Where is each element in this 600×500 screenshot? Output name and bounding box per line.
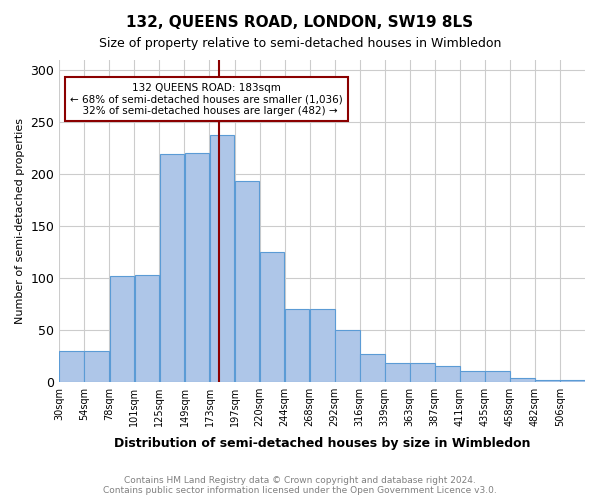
Bar xyxy=(310,309,335,382)
Text: 132 QUEENS ROAD: 183sqm
← 68% of semi-detached houses are smaller (1,036)
  32% : 132 QUEENS ROAD: 183sqm ← 68% of semi-de… xyxy=(70,82,343,116)
Bar xyxy=(185,154,209,382)
Text: 132, QUEENS ROAD, LONDON, SW19 8LS: 132, QUEENS ROAD, LONDON, SW19 8LS xyxy=(127,15,473,30)
Bar xyxy=(285,309,310,382)
Bar xyxy=(460,372,485,382)
Text: Contains HM Land Registry data © Crown copyright and database right 2024.
Contai: Contains HM Land Registry data © Crown c… xyxy=(103,476,497,495)
Bar xyxy=(235,182,259,382)
Bar xyxy=(485,372,510,382)
Bar xyxy=(435,366,460,382)
Y-axis label: Number of semi-detached properties: Number of semi-detached properties xyxy=(15,118,25,324)
Bar xyxy=(360,354,385,382)
Text: Size of property relative to semi-detached houses in Wimbledon: Size of property relative to semi-detach… xyxy=(99,38,501,51)
Bar xyxy=(209,134,235,382)
Bar xyxy=(110,276,134,382)
Bar xyxy=(260,252,284,382)
Bar xyxy=(335,330,359,382)
Bar xyxy=(410,363,434,382)
Bar xyxy=(59,350,84,382)
Bar xyxy=(134,275,159,382)
Bar xyxy=(160,154,184,382)
X-axis label: Distribution of semi-detached houses by size in Wimbledon: Distribution of semi-detached houses by … xyxy=(114,437,530,450)
Bar xyxy=(560,380,585,382)
Bar xyxy=(510,378,535,382)
Bar xyxy=(385,363,410,382)
Bar xyxy=(535,380,560,382)
Bar xyxy=(85,350,109,382)
